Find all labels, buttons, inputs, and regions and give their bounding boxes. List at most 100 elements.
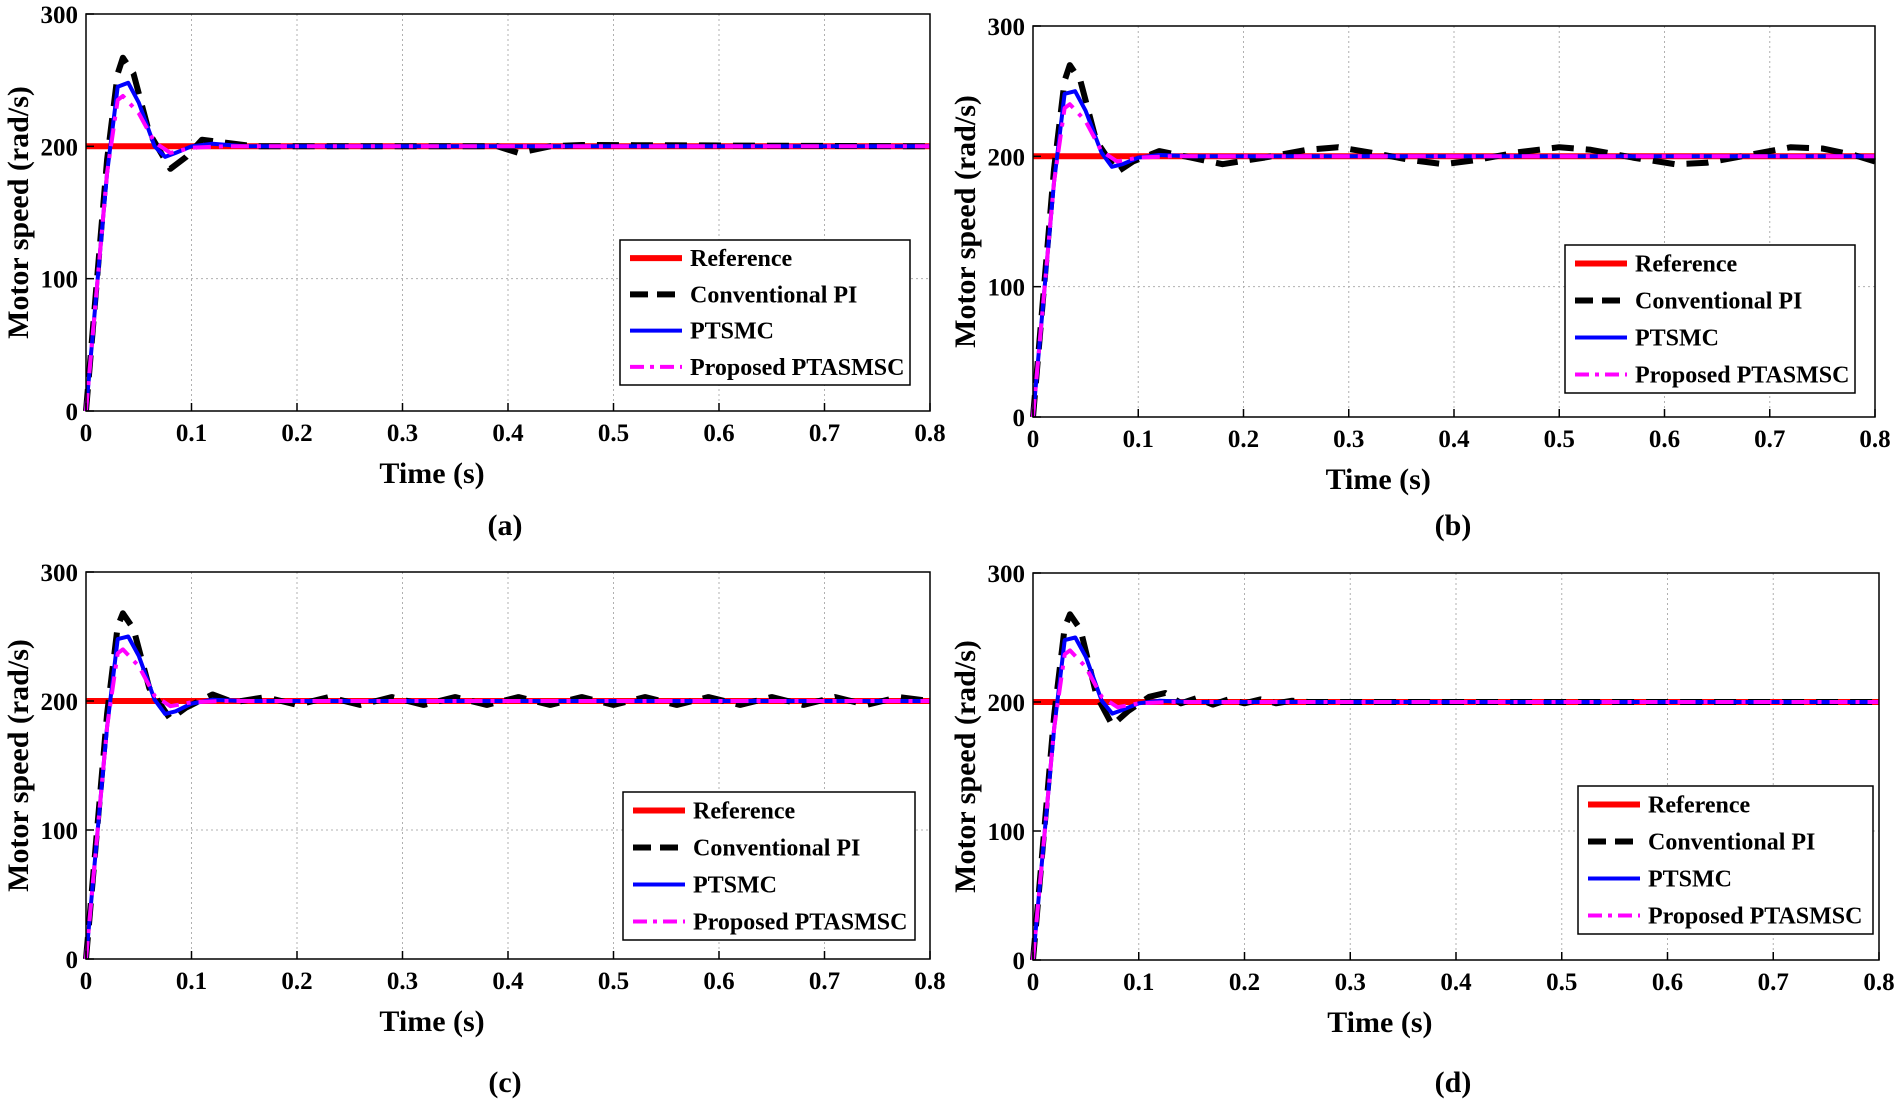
legend-label: Proposed PTASMSC <box>690 355 904 381</box>
conventional-pi-line <box>1030 62 1876 418</box>
y-tick-label: 200 <box>988 144 1026 171</box>
y-tick-label: 100 <box>41 818 79 845</box>
x-tick-label: 0.2 <box>1228 426 1259 453</box>
x-tick-label: 0.7 <box>1758 969 1789 996</box>
conventional-pi-line <box>83 610 931 960</box>
legend-label: Reference <box>1635 252 1738 278</box>
y-tick-label: 100 <box>988 275 1026 302</box>
y-tick-label: 300 <box>41 560 79 587</box>
x-tick-label: 0.1 <box>1123 426 1154 453</box>
y-axis-label: Motor speed (rad/s) <box>2 639 35 892</box>
legend-label: PTSMC <box>690 319 774 345</box>
legend: Reference Conventional PI PTSMC Proposed PT… <box>622 791 916 941</box>
legend-box <box>619 239 911 386</box>
y-axis-label: Motor speed (rad/s) <box>949 95 982 348</box>
x-tick-label: 0 <box>80 420 93 447</box>
x-tick-label: 0.8 <box>1863 969 1894 996</box>
x-tick-label: 0.3 <box>387 420 418 447</box>
x-tick-label: 0.5 <box>1544 426 1575 453</box>
y-tick-label: 100 <box>41 267 79 294</box>
x-tick-label: 0.1 <box>1123 969 1154 996</box>
y-tick-label: 200 <box>988 690 1026 717</box>
legend: Reference Conventional PI PTSMC Proposed PT… <box>619 239 911 386</box>
x-tick-label: 0.4 <box>492 420 524 447</box>
legend-box <box>1577 785 1874 935</box>
x-tick-label: 0 <box>80 968 93 995</box>
legend-label: Conventional PI <box>1648 830 1815 856</box>
x-tick-label: 0.1 <box>176 968 207 995</box>
panel-caption: (d) <box>1435 1066 1472 1099</box>
x-axis-label: Time (s) <box>379 1005 484 1038</box>
x-tick-label: 0.8 <box>914 968 945 995</box>
x-tick-label: 0 <box>1027 426 1040 453</box>
panel-caption: (c) <box>488 1066 521 1099</box>
legend: Reference Conventional PI PTSMC Proposed PT… <box>1577 785 1874 935</box>
y-tick-label: 0 <box>66 947 79 974</box>
proposed-ptasmsc-line <box>1031 102 1875 418</box>
legend-label: PTSMC <box>1648 867 1732 893</box>
chart-panel-d: 0 0.1 0.2 0.3 0.4 0.5 0.6 0.7 0.8 0 100 200 300 Time … <box>949 561 1895 1099</box>
y-axis-label: Motor speed (rad/s) <box>2 86 35 339</box>
x-tick-label: 0.6 <box>1652 969 1683 996</box>
y-tick-label: 0 <box>66 399 79 426</box>
x-tick-label: 0.8 <box>1859 426 1890 453</box>
y-tick-label: 300 <box>988 561 1026 588</box>
x-tick-label: 0.3 <box>1335 969 1366 996</box>
proposed-ptasmsc-line <box>84 94 930 412</box>
x-tick-label: 0.6 <box>703 420 734 447</box>
x-tick-label: 0.2 <box>1229 969 1260 996</box>
conventional-pi-line <box>1030 611 1879 961</box>
y-tick-label: 200 <box>41 689 79 716</box>
legend-label: Reference <box>693 799 796 825</box>
x-tick-label: 0.5 <box>598 968 629 995</box>
y-tick-label: 0 <box>1013 405 1026 432</box>
chart-panel-a: 0 0.1 0.2 0.3 0.4 0.5 0.6 0.7 0.8 0 100 200 300 Time … <box>2 2 946 542</box>
x-tick-label: 0.5 <box>1546 969 1577 996</box>
x-tick-label: 0.6 <box>1649 426 1680 453</box>
proposed-ptasmsc-line <box>84 647 930 960</box>
x-tick-label: 0.1 <box>176 420 207 447</box>
legend-label: Proposed PTASMSC <box>1635 363 1849 389</box>
chart-panel-c: 0 0.1 0.2 0.3 0.4 0.5 0.6 0.7 0.8 0 100 200 300 Time … <box>2 560 946 1099</box>
legend-box <box>1564 244 1856 394</box>
legend-label: Conventional PI <box>1635 289 1802 315</box>
x-tick-label: 0.7 <box>809 420 840 447</box>
x-axis-label: Time (s) <box>1327 1006 1432 1039</box>
panel-caption: (b) <box>1435 509 1472 542</box>
x-tick-label: 0.8 <box>914 420 945 447</box>
legend-label: Reference <box>690 246 793 272</box>
x-tick-label: 0.7 <box>809 968 840 995</box>
x-tick-label: 0.5 <box>598 420 629 447</box>
legend-label: Reference <box>1648 793 1751 819</box>
x-tick-label: 0.7 <box>1754 426 1785 453</box>
legend-label: PTSMC <box>1635 326 1719 352</box>
y-axis-label: Motor speed (rad/s) <box>949 640 982 893</box>
x-tick-label: 0.3 <box>387 968 418 995</box>
y-tick-label: 0 <box>1013 948 1026 975</box>
y-tick-label: 300 <box>41 2 79 29</box>
x-tick-label: 0.4 <box>1438 426 1470 453</box>
legend-label: Conventional PI <box>690 282 857 308</box>
x-axis-label: Time (s) <box>379 457 484 490</box>
legend: Reference Conventional PI PTSMC Proposed PT… <box>1564 244 1856 394</box>
x-tick-label: 0.4 <box>492 968 524 995</box>
legend-label: Proposed PTASMSC <box>1648 904 1862 930</box>
x-tick-label: 0.2 <box>281 420 312 447</box>
legend-label: PTSMC <box>693 873 777 899</box>
x-tick-label: 0.3 <box>1333 426 1364 453</box>
chart-panel-b: 0 0.1 0.2 0.3 0.4 0.5 0.6 0.7 0.8 0 100 200 300 Time … <box>949 14 1891 542</box>
x-tick-label: 0.4 <box>1440 969 1472 996</box>
y-tick-label: 300 <box>988 14 1026 41</box>
x-tick-label: 0.2 <box>281 968 312 995</box>
legend-label: Conventional PI <box>693 836 860 862</box>
legend-label: Proposed PTASMSC <box>693 910 907 936</box>
legend-box <box>622 791 916 941</box>
x-tick-label: 0.6 <box>703 968 734 995</box>
x-axis-label: Time (s) <box>1326 463 1431 496</box>
x-tick-label: 0 <box>1027 969 1040 996</box>
y-tick-label: 100 <box>988 819 1026 846</box>
panel-caption: (a) <box>488 509 523 542</box>
proposed-ptasmsc-line <box>1031 648 1879 961</box>
y-tick-label: 200 <box>41 134 79 161</box>
